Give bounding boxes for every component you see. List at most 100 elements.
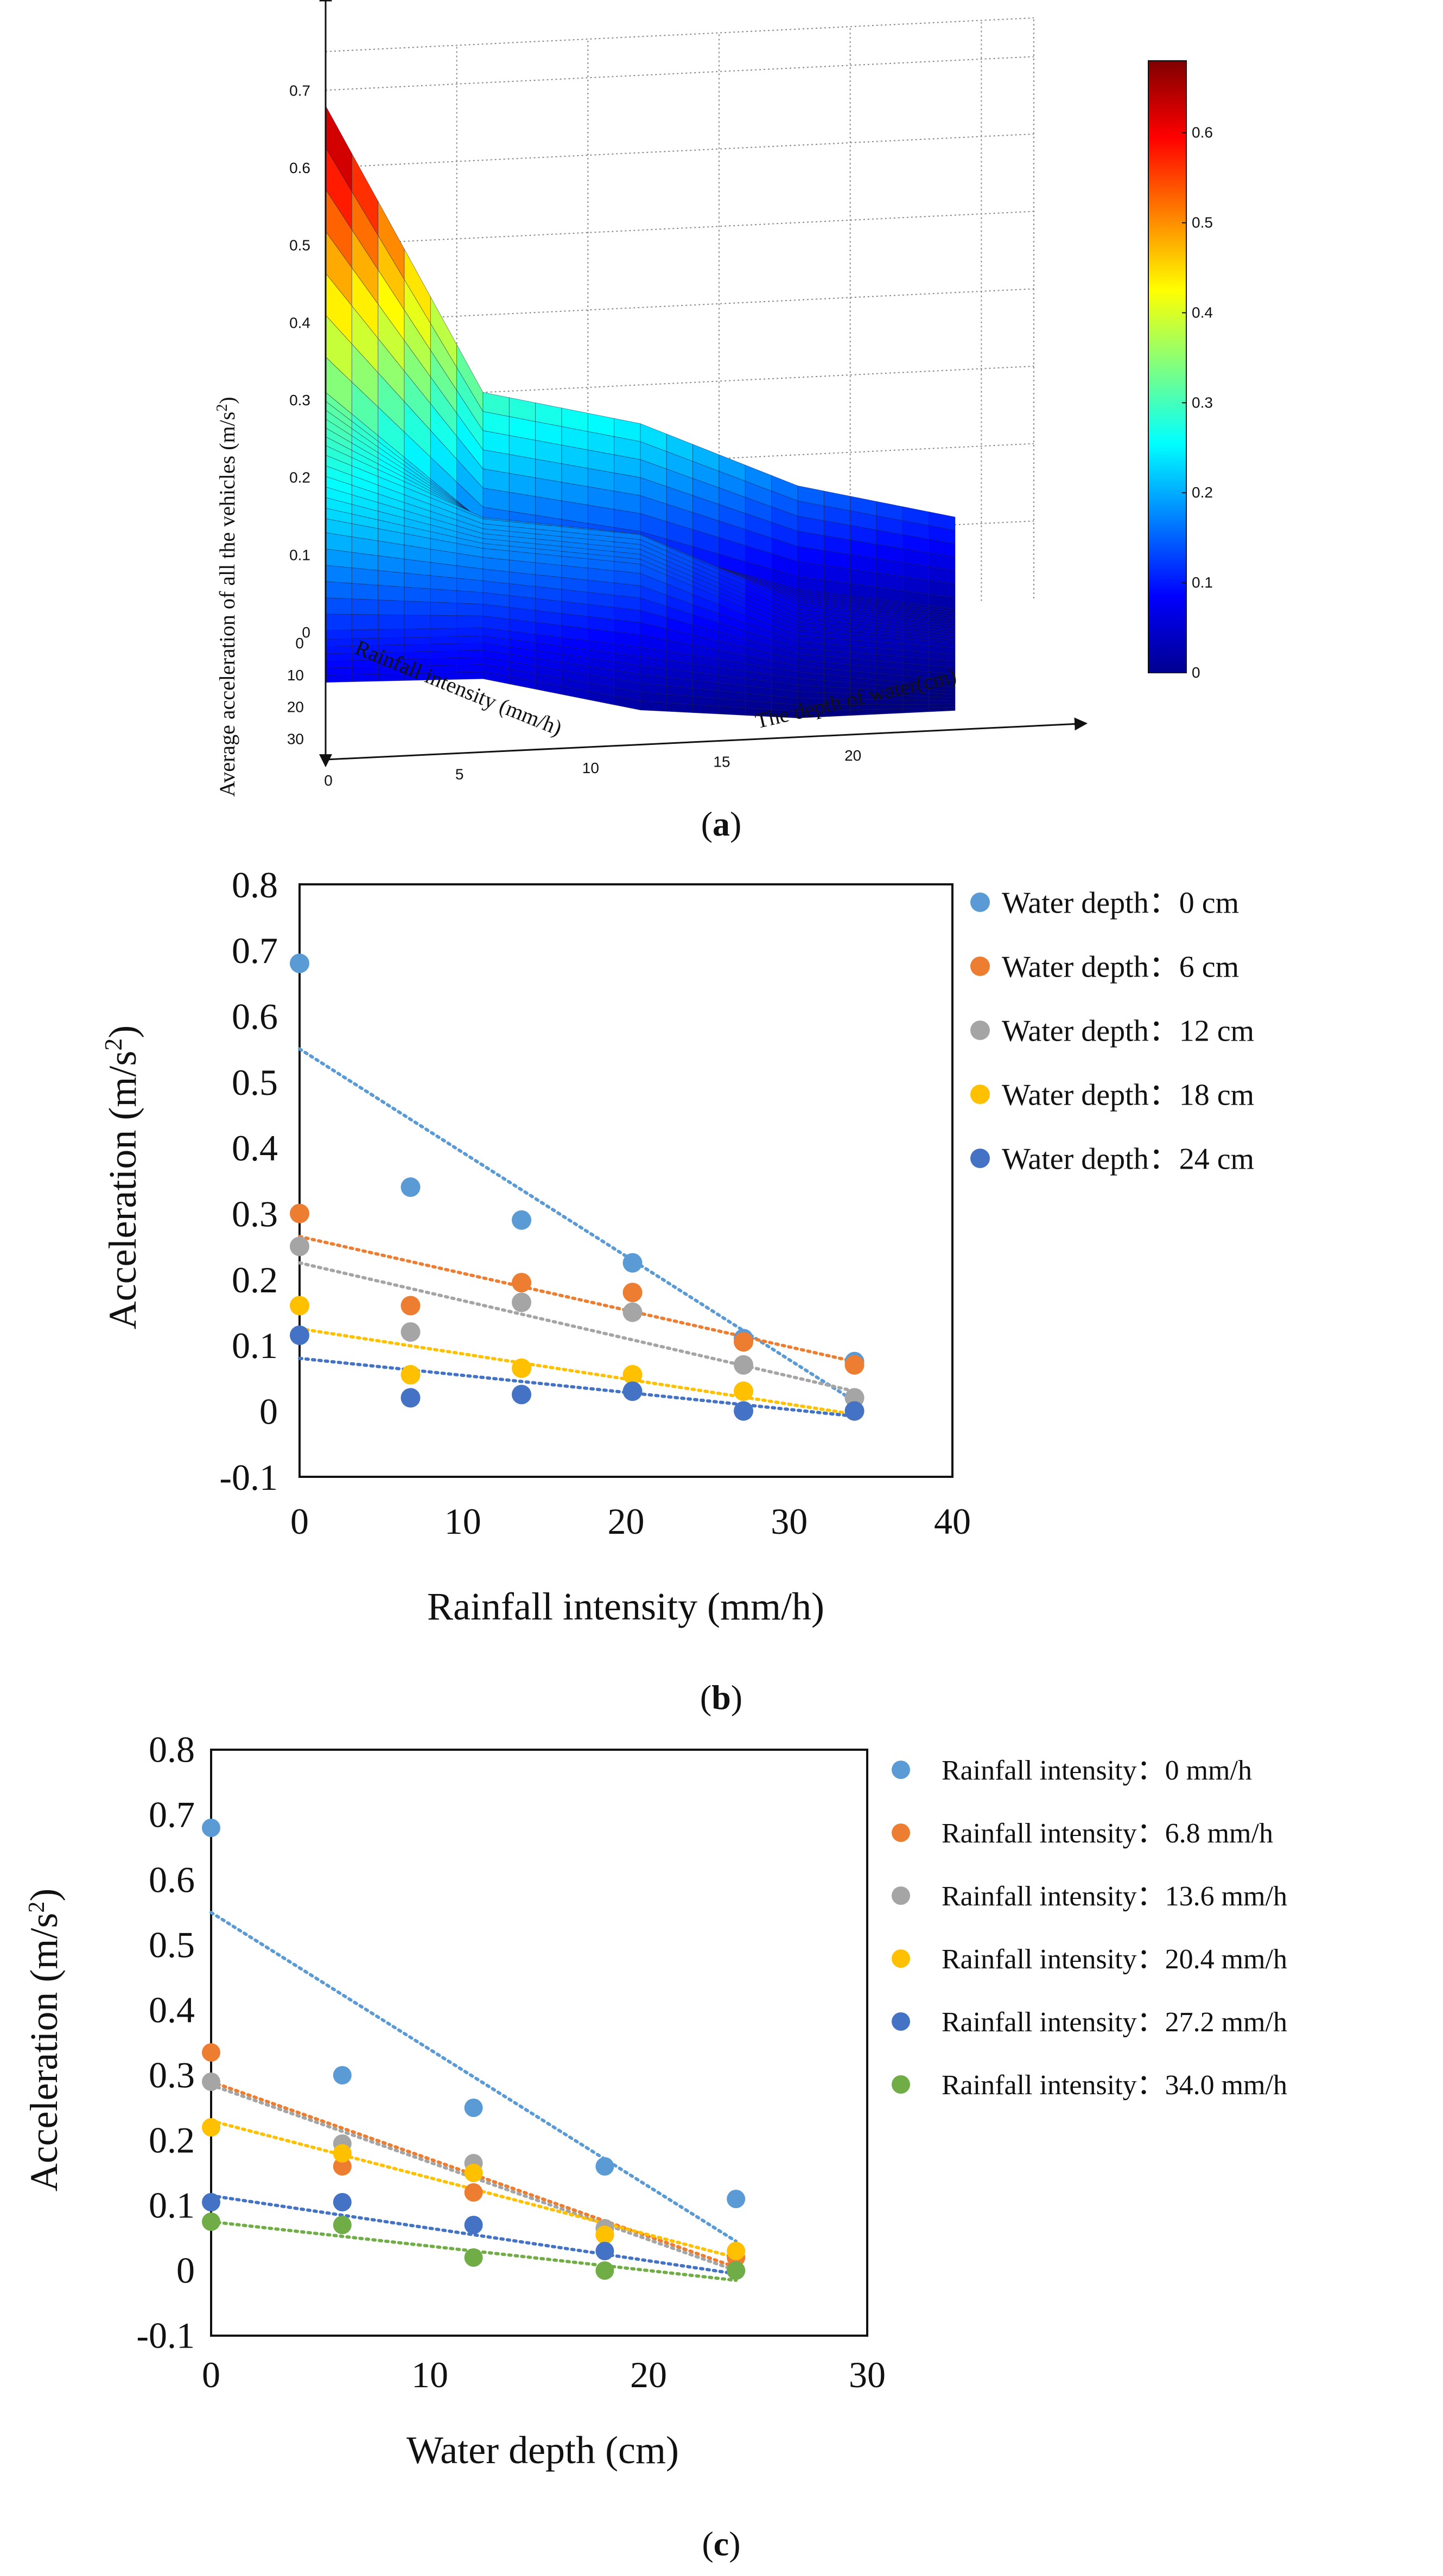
trendline bbox=[209, 2080, 738, 2269]
legend-marker bbox=[970, 892, 990, 912]
y-tick-label: 0 bbox=[324, 772, 333, 789]
y-tick-label: 0.7 bbox=[149, 1794, 195, 1835]
trendline bbox=[298, 1356, 856, 1418]
y-tick-label: 10 bbox=[582, 760, 599, 776]
y-tick-label: 0.4 bbox=[232, 1127, 278, 1169]
legend-marker bbox=[970, 1085, 990, 1104]
back-wall-gridline bbox=[325, 211, 1034, 246]
legend-label: Rainfall intensity：13.6 mm/h bbox=[942, 1881, 1287, 1912]
legend-marker bbox=[892, 1886, 910, 1905]
y-tick-label: 0.6 bbox=[232, 996, 278, 1037]
y-tick-label: 0.2 bbox=[232, 1259, 278, 1300]
panel-c-plot-frame bbox=[210, 1749, 868, 2337]
colorbar-tick-label: 0.5 bbox=[1192, 214, 1213, 231]
surface-patch bbox=[640, 700, 667, 712]
data-point bbox=[844, 1401, 864, 1421]
data-point bbox=[333, 2144, 352, 2163]
y-tick-label: 0.1 bbox=[232, 1325, 278, 1366]
trendline bbox=[209, 2119, 738, 2259]
panel-c-legend: Rainfall intensity：0 mm/h Rainfall intens… bbox=[892, 1755, 1287, 2101]
caption-c: (c) bbox=[702, 2524, 740, 2563]
legend-marker bbox=[892, 2075, 910, 2094]
data-point bbox=[727, 2261, 746, 2280]
panel-b-tick-labels: -0.1 0 0.1 0.2 0.3 0.4 0.5 0.6 0.7 0.8 0 10 20 30 40 bbox=[219, 864, 971, 1542]
data-point bbox=[512, 1210, 532, 1230]
x-tick-label: 30 bbox=[287, 730, 304, 747]
surface-patch bbox=[456, 578, 484, 593]
y-tick-label: 0.5 bbox=[149, 1924, 195, 1965]
data-point bbox=[290, 1296, 309, 1316]
panel-c-x-axis-label: Water depth (cm) bbox=[406, 2428, 679, 2472]
legend-marker bbox=[892, 1823, 910, 1842]
surface-patch bbox=[929, 700, 956, 705]
surface-patch bbox=[456, 642, 484, 651]
trendline bbox=[209, 2194, 738, 2275]
data-point bbox=[595, 2261, 614, 2280]
surface-patch bbox=[404, 643, 431, 653]
panel-a-x-tick-labels: 0 10 20 30 bbox=[287, 635, 304, 747]
surface-patch bbox=[797, 685, 824, 693]
z-tick-label: 0.2 bbox=[289, 469, 310, 486]
surface-patch bbox=[351, 666, 379, 675]
surface-patch bbox=[404, 628, 431, 638]
panel-b-plot-frame bbox=[298, 883, 953, 1478]
z-tick-label: 0.5 bbox=[289, 237, 310, 254]
surface-patch bbox=[430, 643, 457, 652]
data-point bbox=[727, 2190, 746, 2208]
z-tick-label: 0.3 bbox=[289, 392, 310, 409]
y-tick-label: -0.1 bbox=[136, 2314, 195, 2356]
surface-patch bbox=[430, 628, 457, 637]
y-tick-label: 5 bbox=[455, 766, 464, 783]
surface-patch bbox=[404, 572, 431, 589]
surface-patch bbox=[325, 597, 352, 615]
surface-patch bbox=[430, 636, 457, 645]
x-tick-label: 30 bbox=[849, 2354, 886, 2395]
data-point bbox=[333, 2193, 352, 2211]
panel-b-legend: Water depth：0 cm Water depth：6 cm Water de… bbox=[970, 887, 1254, 1176]
x-tick-label: 20 bbox=[630, 2354, 667, 2395]
surface-patch bbox=[430, 588, 457, 604]
surface-patch bbox=[456, 615, 484, 629]
z-tick-label: 0 bbox=[302, 624, 310, 641]
surface-patch bbox=[351, 552, 379, 571]
surface-patch bbox=[325, 667, 352, 675]
surface-patch bbox=[430, 615, 457, 629]
back-wall-gridline bbox=[325, 288, 1034, 323]
colorbar-tick-label: 0.4 bbox=[1192, 304, 1213, 321]
data-point bbox=[512, 1358, 532, 1378]
colorbar-gradient bbox=[1148, 60, 1187, 673]
x-tick-label: 20 bbox=[608, 1501, 645, 1542]
surface-patch bbox=[404, 636, 431, 645]
panel-a-z-tick-labels: 0 0.1 0.2 0.3 0.4 0.5 0.6 0.7 bbox=[289, 82, 310, 641]
surface-patch bbox=[666, 703, 694, 713]
data-point bbox=[734, 1381, 754, 1401]
back-wall-gridline bbox=[325, 133, 1034, 168]
colorbar-tick-label: 0.1 bbox=[1192, 574, 1213, 591]
panel-c-tick-labels: -0.100.10.20.30.40.50.60.70.80 10 20 30 bbox=[136, 1729, 886, 2395]
y-tick-label: 0 bbox=[176, 2249, 195, 2291]
data-point bbox=[595, 2157, 614, 2176]
surface-patch bbox=[378, 600, 405, 616]
colorbar-tick-label: 0 bbox=[1192, 664, 1200, 681]
y-tick-label: 0.1 bbox=[149, 2184, 195, 2226]
surface-patch bbox=[351, 568, 379, 586]
z-tick-label: 0.4 bbox=[289, 314, 310, 331]
data-point bbox=[290, 953, 309, 973]
data-point bbox=[734, 1401, 754, 1421]
trendline bbox=[209, 2083, 738, 2272]
data-point bbox=[622, 1302, 643, 1322]
x-tick-label: 0 bbox=[202, 2354, 220, 2395]
surface-patch bbox=[378, 570, 405, 588]
surface-patch bbox=[456, 664, 484, 673]
caption-b: (b) bbox=[700, 1678, 742, 1717]
box-edge bbox=[325, 17, 1034, 52]
y-tick-label: 0.7 bbox=[232, 930, 278, 971]
data-point bbox=[622, 1283, 643, 1303]
trendline bbox=[298, 1235, 856, 1363]
surface-patch bbox=[351, 598, 379, 615]
colorbar-tick-label: 0.2 bbox=[1192, 484, 1213, 501]
data-point bbox=[202, 2212, 220, 2231]
data-point bbox=[595, 2226, 614, 2244]
surface-patch bbox=[456, 603, 484, 616]
